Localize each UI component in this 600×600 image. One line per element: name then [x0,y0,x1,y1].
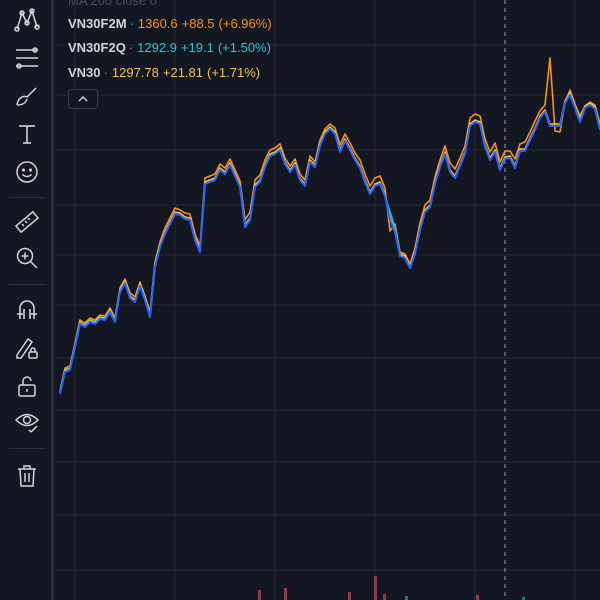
volume-bar [476,595,479,600]
legend-last-value: 1360.6 [137,16,178,31]
series-line-vn30 [59,92,600,393]
volume-bar [383,594,386,600]
legend-change-percent: (+1.50%) [217,40,271,55]
volume-bar [374,576,377,600]
legend-last-value: 1297.78 [111,65,159,80]
series-line-vn30f2m [59,57,600,392]
price-chart[interactable] [57,0,600,600]
volume-bar [522,597,525,600]
legend-change: +88.5 [181,16,215,31]
legend-last-value: 1292.9 [137,40,177,55]
lock-drawings-icon[interactable] [13,372,41,400]
pattern-tool-icon[interactable] [13,6,41,34]
legend-separator: · [129,16,134,31]
text-tool-icon[interactable] [13,120,41,148]
legend-change: +21.81 [162,65,203,80]
legend-row-vn30[interactable]: VN30 · 1297.78 +21.81 (+1.71%) [68,65,264,80]
legend-change-percent: (+6.96%) [218,16,272,31]
emoji-icon[interactable] [13,158,41,186]
magnet-icon[interactable] [13,296,41,324]
legend-separator: · [128,40,134,55]
volume-bar [348,592,351,600]
volume-bar [284,588,287,600]
ma-indicator-label: MA 200 close 0 [68,0,157,8]
ruler-icon[interactable] [13,208,41,236]
left-toolbar [0,0,54,600]
volume-bar [258,590,261,600]
toolbar-separator [9,284,45,285]
volume-bar [405,596,408,600]
legend-row-vn30f2m[interactable]: VN30F2M · 1360.6 +88.5 (+6.96%) [68,16,276,31]
fib-retracement-icon[interactable] [13,44,41,72]
legend-change: +19.1 [180,40,214,55]
legend-symbol: VN30F2Q [68,40,126,55]
series-line-vn30f2q [59,94,600,394]
toolbar-separator [9,197,45,198]
legend-change-percent: (+1.71%) [207,65,261,80]
chevron-up-icon [78,95,88,102]
chart-pane[interactable] [57,0,600,600]
toolbar-separator [9,448,45,449]
legend-symbol: VN30 [68,65,101,80]
legend-symbol: VN30F2M [68,16,127,31]
collapse-legend-button[interactable] [68,89,98,109]
legend-row-vn30f2q[interactable]: VN30F2Q · 1292.9 +19.1 (+1.50%) [68,40,275,55]
series-line-main [59,94,600,395]
stay-in-drawing-mode-icon[interactable] [13,334,41,362]
zoom-in-icon[interactable] [13,244,41,272]
brush-icon[interactable] [13,82,41,110]
trash-icon[interactable] [13,462,41,490]
legend-separator: · [103,65,108,80]
hide-drawings-icon[interactable] [13,408,41,436]
